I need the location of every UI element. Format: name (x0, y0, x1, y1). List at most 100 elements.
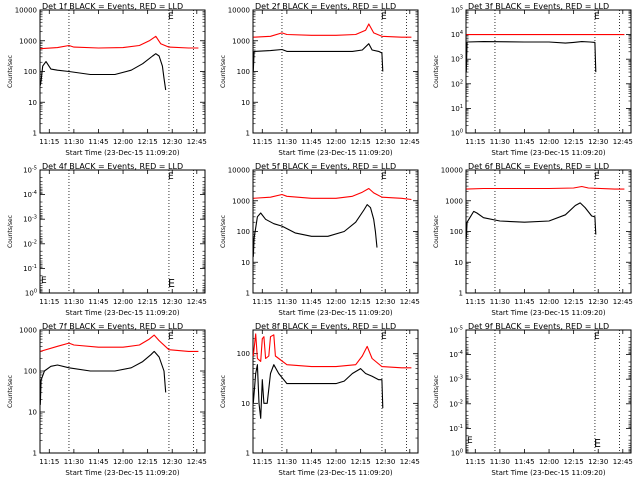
y-axis-label: Counts/sec (7, 215, 14, 248)
x-tick-label: 11:45 (301, 458, 321, 466)
x-tick-label: 12:00 (539, 138, 559, 146)
x-tick-label: 11:15 (252, 458, 272, 466)
y-tick-label: 100 (237, 228, 250, 236)
plot-frame (252, 169, 419, 294)
y-tick-label: 104 (451, 30, 463, 39)
plot-frame (465, 9, 632, 134)
chart-panel-4: Det 4f BLACK = Events, RED = LLD Counts/s… (7, 162, 207, 317)
y-tick-label: 102 (451, 79, 463, 88)
x-tick-label: 12:45 (613, 458, 633, 466)
y-tick-label: 1000 (445, 197, 463, 205)
y-tick-label: 10-5 (23, 166, 37, 175)
x-axis-label: Start Time (23-Dec-15 11:09:20) (278, 149, 392, 157)
y-tick-label: 100 (24, 368, 37, 376)
plot-frame (252, 9, 419, 134)
x-tick-label: 12:15 (138, 458, 158, 466)
x-axis-label: Start Time (23-Dec-15 11:09:20) (491, 469, 605, 477)
y-tick-label: 10-1 (23, 264, 37, 273)
y-tick-label: 10-5 (449, 326, 463, 335)
y-tick-label: 101 (451, 104, 463, 113)
x-tick-label: 11:30 (64, 138, 84, 146)
x-tick-label: 12:45 (187, 458, 207, 466)
x-tick-label: 12:00 (539, 298, 559, 306)
x-tick-label: 12:45 (613, 138, 633, 146)
y-tick-label: 10 (241, 259, 250, 267)
x-tick-label: 12:15 (351, 458, 371, 466)
x-tick-label: 12:00 (326, 138, 346, 146)
x-axis-label: Start Time (23-Dec-15 11:09:20) (65, 469, 179, 477)
chart-panel-3: Det 3f BLACK = Events, RED = LLD Counts/s… (433, 2, 633, 157)
y-tick-label: 100 (450, 228, 463, 236)
series-line-events (39, 350, 167, 405)
x-axis-label: Start Time (23-Dec-15 11:09:20) (65, 309, 179, 317)
chart-panel-1: Det 1f BLACK = Events, RED = LLD Counts/s… (7, 2, 207, 157)
x-tick-label: 11:45 (88, 458, 108, 466)
y-axis-label: Counts/sec (220, 55, 227, 88)
chart-title: Det 9f BLACK = Events, RED = LLD (468, 322, 609, 331)
series-line-lld (253, 23, 412, 38)
x-tick-label: 11:30 (277, 138, 297, 146)
y-tick-label: 10 (454, 259, 463, 267)
plot-frame (39, 169, 206, 294)
x-tick-label: 11:15 (39, 458, 59, 466)
series-line-events (252, 364, 384, 419)
y-tick-label: 1000 (19, 37, 37, 45)
plot-frame (465, 329, 632, 454)
y-tick-label: 1 (33, 130, 37, 138)
x-tick-label: 12:45 (400, 298, 420, 306)
x-tick-label: 12:30 (162, 458, 182, 466)
chart-panel-8: Det 8f BLACK = Events, RED = LLD Counts/s… (220, 322, 420, 477)
y-tick-label: 10-3 (23, 215, 37, 224)
series-line-events (465, 41, 597, 73)
x-tick-label: 11:30 (277, 298, 297, 306)
y-tick-label: 10-3 (449, 375, 463, 384)
series-line-lld (40, 334, 199, 352)
x-tick-label: 12:30 (588, 458, 608, 466)
x-tick-label: 12:15 (564, 298, 584, 306)
x-tick-label: 11:15 (39, 138, 59, 146)
y-tick-label: 1000 (232, 37, 250, 45)
x-tick-label: 12:15 (138, 138, 158, 146)
y-tick-label: 1 (459, 290, 463, 298)
chart-panel-2: Det 2f BLACK = Events, RED = LLD Counts/s… (220, 2, 420, 157)
x-axis-label: Start Time (23-Dec-15 11:09:20) (278, 469, 392, 477)
x-tick-label: 12:15 (351, 138, 371, 146)
plot-frame (39, 329, 206, 454)
chart-title: Det 3f BLACK = Events, RED = LLD (468, 2, 609, 11)
corner-mark: E (168, 12, 174, 22)
chart-panel-9: Det 9f BLACK = Events, RED = LLD Counts/s… (433, 322, 633, 477)
chart-title: Det 2f BLACK = Events, RED = LLD (255, 2, 396, 11)
y-tick-label: 1000 (19, 327, 37, 335)
x-tick-label: 11:15 (252, 298, 272, 306)
series-line-events (252, 43, 384, 72)
y-tick-label: 1 (246, 290, 250, 298)
corner-mark: E (168, 277, 175, 290)
y-tick-label: 1 (33, 450, 37, 458)
y-tick-label: 10-4 (449, 350, 463, 359)
x-axis-label: Start Time (23-Dec-15 11:09:20) (491, 309, 605, 317)
y-tick-label: 10 (28, 99, 37, 107)
series-line-lld (466, 185, 625, 190)
x-tick-label: 11:30 (490, 298, 510, 306)
x-tick-label: 11:45 (514, 298, 534, 306)
corner-mark: E (381, 12, 387, 22)
x-tick-label: 11:15 (465, 458, 485, 466)
chart-title: Det 5f BLACK = Events, RED = LLD (255, 162, 396, 171)
x-tick-label: 12:00 (326, 458, 346, 466)
y-axis-label: Counts/sec (7, 55, 14, 88)
corner-mark: E (168, 172, 174, 182)
y-tick-label: 10-1 (449, 424, 463, 433)
x-tick-label: 11:15 (39, 298, 59, 306)
series-line-lld (40, 35, 199, 50)
chart-panel-5: Det 5f BLACK = Events, RED = LLD Counts/s… (220, 162, 420, 317)
corner-mark: E (467, 436, 473, 446)
y-tick-label: 10000 (441, 167, 463, 175)
corner-mark: E (594, 172, 600, 182)
y-axis-label: Counts/sec (433, 55, 440, 88)
y-tick-label: 103 (451, 55, 463, 64)
x-tick-label: 12:15 (564, 458, 584, 466)
corner-mark: E (381, 332, 387, 342)
y-tick-label: 10-4 (23, 190, 37, 199)
x-tick-label: 12:30 (588, 298, 608, 306)
chart-title: Det 4f BLACK = Events, RED = LLD (42, 162, 183, 171)
